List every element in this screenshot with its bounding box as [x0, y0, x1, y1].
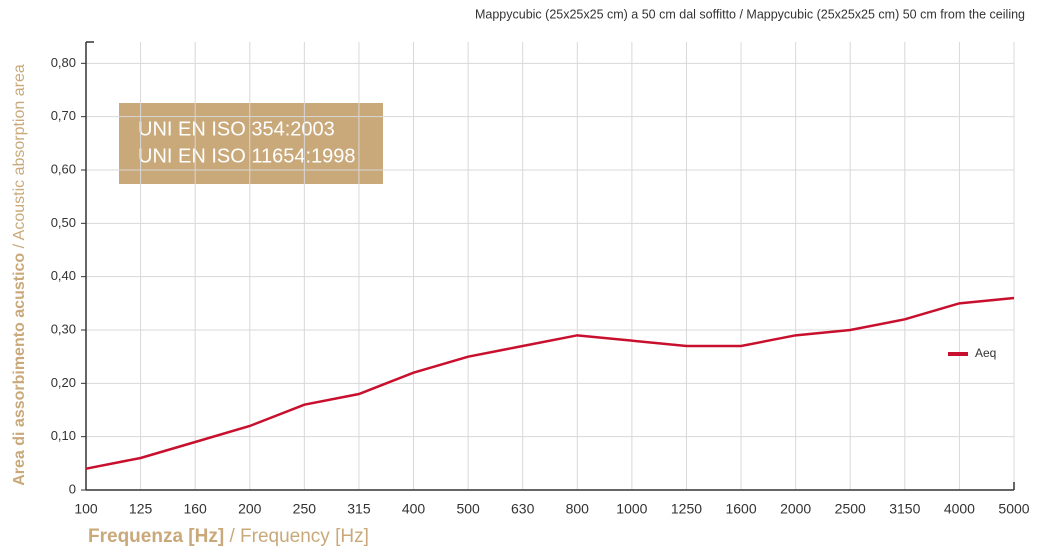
x-tick-label: 4000 — [944, 501, 975, 517]
y-tick-label: 0,60 — [51, 161, 76, 176]
y-tick-label: 0,10 — [51, 428, 76, 443]
x-tick-label: 250 — [293, 501, 317, 517]
y-tick-label: 0 — [69, 481, 76, 496]
x-tick-label: 315 — [347, 501, 371, 517]
x-tick-label: 400 — [402, 501, 426, 517]
annotation: UNI EN ISO 11654:1998 — [138, 145, 356, 167]
x-tick-label: 500 — [456, 501, 480, 517]
x-label-main: Frequenza [Hz] — [88, 526, 224, 547]
x-label-en: / Frequency [Hz] — [224, 526, 369, 547]
y-tick-label: 0,40 — [51, 268, 76, 283]
chart-title: Mappycubic (25x25x25 cm) a 50 cm dal sof… — [475, 7, 1025, 21]
data-line — [85, 296, 1015, 470]
x-tick-label: 125 — [129, 501, 153, 517]
y-tick-label: 0,50 — [51, 215, 76, 230]
y-tick-label: 0,70 — [51, 108, 76, 123]
x-tick-label: 2000 — [780, 501, 811, 517]
x-tick-label: 1250 — [671, 501, 702, 517]
x-tick-label: 1600 — [725, 501, 756, 517]
x-tick-label: 5000 — [998, 501, 1029, 517]
annotation: UNI EN ISO 354:2003 — [138, 118, 335, 140]
x-tick-label: 1000 — [616, 501, 647, 517]
x-tick-label: 630 — [511, 501, 535, 517]
x-axis-label: Frequenza [Hz] / Frequency [Hz] — [88, 526, 369, 547]
y-axis-label: Area di assorbimento acustico / Acoustic… — [11, 64, 28, 486]
x-tick-label: 100 — [74, 501, 98, 517]
y-tick-label: 0,80 — [51, 55, 76, 70]
y-label-en: / Acoustic absorption area — [11, 64, 28, 253]
y-label-main: Area di assorbimento acustico — [11, 253, 28, 486]
annotation-box — [119, 103, 383, 184]
x-tick-label: 800 — [566, 501, 590, 517]
x-tick-label: 200 — [238, 501, 262, 517]
legend-label: Aeq — [975, 346, 996, 360]
x-tick-label: 160 — [183, 501, 207, 517]
y-tick-label: 0,30 — [51, 321, 76, 336]
x-tick-label: 2500 — [835, 501, 866, 517]
y-tick-label: 0,20 — [51, 375, 76, 390]
x-tick-label: 3150 — [889, 501, 920, 517]
